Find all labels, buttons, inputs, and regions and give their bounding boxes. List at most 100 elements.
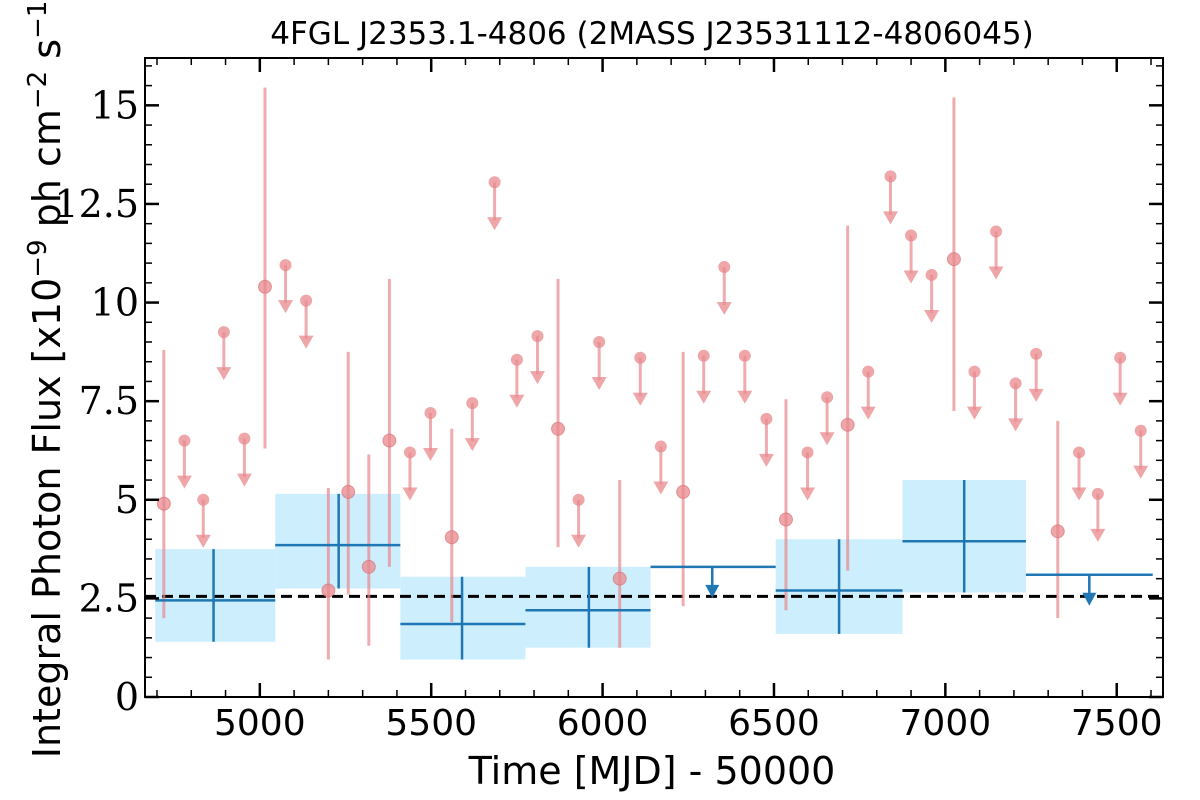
- short-bin-upper-limit-point: [279, 259, 292, 272]
- y-axis-label-exp2: −2: [23, 71, 53, 109]
- short-bin-upper-limit-arrow: [278, 300, 294, 314]
- short-bin-upper-limit-arrow: [402, 487, 418, 501]
- short-bin-upper-limit-point: [738, 349, 751, 362]
- short-bin-upper-limit-arrow: [1071, 487, 1087, 501]
- short-bin-upper-limit-arrow: [966, 406, 982, 420]
- short-bin-point: [840, 417, 855, 432]
- short-bin-upper-limit-point: [654, 440, 667, 453]
- short-bin-upper-limit-point: [801, 446, 814, 459]
- short-bin-upper-limit-arrow: [903, 270, 919, 284]
- short-bin-upper-limit-arrow: [176, 475, 192, 489]
- short-bin-upper-limit-point: [238, 432, 251, 445]
- plot-frame: [144, 57, 1164, 698]
- short-bin-upper-limit-arrow: [216, 367, 232, 381]
- short-bin-upper-limit-point: [1030, 347, 1043, 360]
- short-bin-upper-limit-point: [905, 229, 918, 242]
- short-bin-upper-limit-arrow: [758, 453, 774, 467]
- short-bin-point: [676, 484, 691, 499]
- y-axis-label-mid2: s: [25, 39, 69, 71]
- short-bin-upper-limit-point: [862, 365, 875, 378]
- short-bin-upper-limit-arrow: [464, 438, 480, 452]
- short-bin-point: [1050, 524, 1065, 539]
- y-tick-label: 5: [115, 478, 139, 522]
- x-tick-label: 5500: [385, 703, 477, 744]
- short-bin-upper-limit-arrow: [1028, 388, 1044, 402]
- short-bin-upper-limit-point: [821, 391, 834, 404]
- short-bin-upper-limit-point: [718, 261, 731, 274]
- y-tick-label: 10: [91, 281, 139, 325]
- short-bin-upper-limit-arrow: [924, 309, 940, 323]
- x-tick-label: 7000: [900, 703, 992, 744]
- short-bin-upper-limit-arrow: [423, 448, 439, 461]
- short-bin-upper-limit-point: [572, 493, 585, 506]
- short-bin-upper-limit-arrow: [487, 217, 503, 231]
- x-tick-label: 7500: [1071, 703, 1163, 744]
- short-bin-upper-limit-arrow: [716, 302, 732, 316]
- short-bin-upper-limit-point: [1009, 377, 1022, 390]
- short-bin-upper-limit-point: [634, 351, 647, 364]
- short-bin-upper-limit-arrow: [819, 432, 835, 446]
- short-bin-upper-limit-arrow: [860, 406, 876, 420]
- short-bin-upper-limit-point: [510, 353, 523, 366]
- short-bin-upper-limit-arrow: [988, 266, 1004, 280]
- short-bin-point: [778, 512, 793, 527]
- x-axis-label: Time [MJD] - 50000: [468, 749, 836, 793]
- long-bin-upper-limit-arrow: [1082, 592, 1097, 606]
- y-tick-label: 7.5: [79, 379, 139, 423]
- y-axis-label: Integral Photon Flux [x10−9 ph cm−2 s−1]: [23, 0, 69, 758]
- short-bin-upper-limit-point: [1091, 487, 1104, 500]
- short-bin-upper-limit-point: [424, 407, 437, 419]
- short-bin-upper-limit-point: [1114, 351, 1127, 364]
- short-bin-upper-limit-point: [697, 349, 710, 362]
- y-axis-label-mid: ph cm: [25, 109, 69, 239]
- y-tick-label: 15: [91, 83, 139, 127]
- short-bin-point: [612, 571, 627, 586]
- short-bin-upper-limit-arrow: [591, 377, 607, 390]
- short-bin-upper-limit-point: [968, 365, 981, 378]
- short-bin-point: [551, 421, 566, 436]
- short-bin-upper-limit-point: [1134, 424, 1147, 437]
- short-bin-upper-limit-arrow: [571, 534, 587, 548]
- short-bin-upper-limit-arrow: [632, 392, 648, 406]
- y-axis-label-post: ]: [25, 0, 69, 1]
- short-bin-upper-limit-arrow: [800, 487, 816, 501]
- plot-area: 5000 5500 6000 6500 7000 7500 0 2.5 5 7.5 10 12.5 15: [54, 57, 1164, 744]
- short-bin-upper-limit-arrow: [1090, 528, 1106, 542]
- short-bin-upper-limit-point: [217, 326, 230, 339]
- short-bin-upper-limit-point: [178, 434, 191, 447]
- y-tick-label: 0: [115, 675, 139, 719]
- short-bin-upper-limit-arrow: [195, 534, 211, 548]
- short-bin-upper-limit-arrow: [529, 371, 545, 385]
- short-bin-upper-limit-arrow: [653, 481, 669, 495]
- short-bin-point: [382, 433, 397, 448]
- short-bin-upper-limit-arrow: [509, 394, 525, 408]
- short-bin-upper-limit-arrow: [1112, 392, 1128, 406]
- short-bin-upper-limit-point: [197, 493, 210, 506]
- y-axis-label-exp1: −9: [23, 239, 53, 277]
- y-axis-label-exp3: −1: [23, 1, 53, 39]
- short-bin-point: [946, 252, 961, 267]
- short-bin-upper-limit-point: [300, 294, 313, 307]
- short-bin-point: [321, 583, 336, 598]
- short-bin-upper-limit-arrow: [1133, 465, 1149, 479]
- short-bin-upper-limit-point: [531, 330, 544, 343]
- y-tick-label: 12.5: [54, 182, 139, 226]
- y-axis-label-pre: Integral Photon Flux [x10: [25, 278, 69, 759]
- short-bin-upper-limit-point: [925, 268, 938, 281]
- short-bin-upper-limit-arrow: [1008, 418, 1024, 432]
- short-bin-upper-limit-point: [760, 412, 773, 425]
- short-bin-upper-limit-arrow: [298, 335, 314, 349]
- long-bin-upper-limit-arrow: [705, 584, 720, 598]
- short-bin-point: [361, 559, 376, 574]
- chart-title: 4FGL J2353.1-4806 (2MASS J23531112-48060…: [270, 16, 1034, 52]
- short-bin-point: [444, 530, 459, 545]
- short-bin-point: [341, 484, 356, 499]
- short-bin-upper-limit-point: [488, 176, 501, 189]
- short-bin-upper-limit-arrow: [883, 211, 899, 225]
- y-tick-label: 2.5: [79, 576, 139, 620]
- x-tick-label: 6000: [557, 703, 649, 744]
- short-bin-point: [156, 496, 171, 511]
- short-bin-upper-limit-point: [466, 397, 479, 410]
- short-bin-upper-limit-arrow: [236, 473, 252, 487]
